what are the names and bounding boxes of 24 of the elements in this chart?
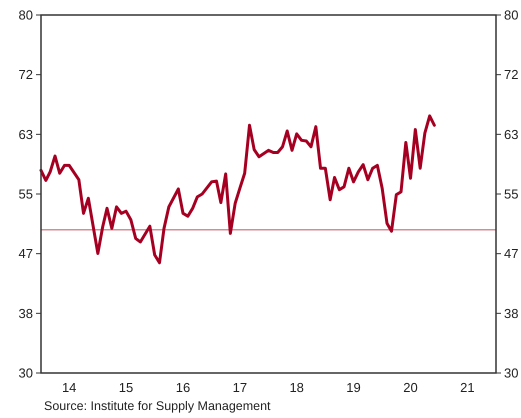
y2-tick-label: 72 [504,67,518,82]
source-note: Source: Institute for Supply Management [44,399,272,413]
y2-tick-label: 63 [504,126,518,142]
y2-tick-label: 55 [504,186,518,202]
y-tick-label: 38 [18,306,33,321]
y2-tick-label: 30 [504,366,518,381]
x-tick-label: 15 [118,380,134,395]
x-tick-label: 16 [176,380,190,395]
y2-tick-label: 80 [504,8,518,23]
y-tick-label: 72 [18,67,33,82]
x-tick-label: 18 [289,380,304,395]
y2-tick-label: 38 [504,306,518,321]
x-tick-label: 14 [62,380,76,395]
y-tick-label: 55 [18,186,33,202]
y-tick-label: 80 [18,8,33,23]
y-tick-label: 47 [18,246,33,262]
y-tick-label: 63 [18,126,33,142]
x-tick-label: 21 [460,380,475,395]
x-tick-label: 17 [232,380,248,395]
x-tick-label: 20 [403,380,418,395]
y2-tick-label: 47 [504,246,518,262]
x-tick-label: 19 [346,380,361,395]
y-tick-label: 30 [18,366,33,381]
line-series [40,114,436,264]
